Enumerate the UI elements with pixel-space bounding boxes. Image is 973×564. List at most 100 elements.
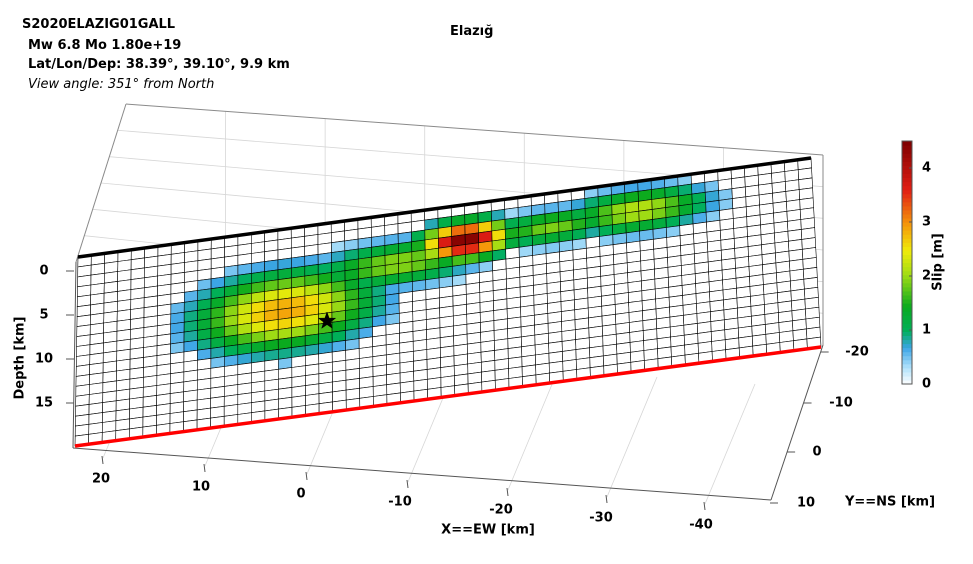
colorbar-frame — [901, 140, 913, 385]
grid-line — [606, 376, 658, 498]
x-tick-label: -20 — [489, 503, 513, 518]
colorbar-segment — [902, 141, 912, 146]
x-tick-mark — [203, 463, 206, 473]
colorbar-segment — [902, 258, 912, 264]
colorbar-segment — [902, 379, 912, 385]
colorbar-segment — [902, 250, 912, 255]
y-tick-label: -20 — [845, 345, 869, 360]
colorbar-segment — [902, 145, 912, 150]
x-axis-title: X==EW [km] — [441, 523, 535, 538]
colorbar-segment — [902, 343, 912, 349]
colorbar-segment — [902, 197, 912, 203]
colorbar-segment — [902, 294, 912, 300]
colorbar-segment — [902, 157, 912, 162]
colorbar-segment — [902, 367, 912, 373]
colorbar-segment — [902, 319, 912, 324]
colorbar-segment — [902, 327, 912, 332]
colorbar-segment — [902, 201, 912, 207]
colorbar-segment — [902, 161, 912, 166]
colorbar-segment — [902, 230, 912, 235]
x-tick-mark — [406, 479, 409, 489]
colorbar-segment — [902, 213, 912, 219]
colorbar-segment — [902, 266, 912, 272]
colorbar-segment — [902, 298, 912, 304]
colorbar-segment — [902, 339, 912, 345]
colorbar-segment — [902, 335, 912, 341]
y-tick-label: -10 — [829, 396, 853, 411]
colorbar-segment — [902, 153, 912, 158]
colorbar-segment — [902, 347, 912, 353]
fault-bottom-edge — [74, 345, 822, 448]
fault-top-edge — [77, 156, 812, 259]
colorbar-segment — [902, 246, 912, 251]
colorbar-segment — [902, 282, 912, 288]
z-tick-label: 15 — [35, 396, 53, 411]
z-tick-label: 0 — [39, 264, 48, 279]
colorbar-segment — [902, 359, 912, 365]
colorbar-tick-label: 4 — [922, 161, 931, 176]
z-axis-line — [72, 261, 77, 449]
colorbar-segment — [902, 355, 912, 361]
colorbar-segment — [902, 242, 912, 247]
colorbar-segment — [902, 311, 912, 316]
axis-edge — [75, 103, 127, 263]
colorbar-segment — [902, 209, 912, 215]
x-tick-mark — [703, 501, 706, 511]
grid-line — [704, 383, 756, 505]
colorbar-segment — [902, 254, 912, 260]
colorbar-segment — [902, 193, 912, 199]
colorbar-segment — [902, 189, 912, 195]
colorbar-segment — [902, 185, 912, 191]
colorbar-segment — [902, 169, 912, 174]
x-axis-line — [72, 447, 772, 501]
colorbar-segment — [902, 149, 912, 154]
colorbar-segment — [902, 331, 912, 336]
colorbar-segment — [902, 375, 912, 381]
y-tick-label: 0 — [812, 445, 821, 460]
colorbar-segment — [902, 217, 912, 223]
star-icon — [317, 311, 337, 329]
colorbar-segment — [902, 238, 912, 243]
colorbar-tick-label: 0 — [922, 377, 931, 392]
colorbar-segment — [902, 278, 912, 284]
x-tick-label: -30 — [589, 511, 613, 526]
magnitude-label: Mw 6.8 Mo 1.80e+19 — [28, 38, 182, 53]
x-tick-mark — [506, 487, 509, 497]
x-tick-label: -40 — [689, 518, 713, 533]
event-id-label: S2020ELAZIG01GALL — [22, 17, 176, 32]
colorbar-segment — [902, 262, 912, 268]
colorbar-segment — [902, 234, 912, 239]
plot-title: Elazığ — [450, 24, 494, 39]
location-label: Lat/Lon/Dep: 38.39°, 39.10°, 9.9 km — [28, 57, 290, 72]
colorbar-segment — [902, 177, 912, 183]
colorbar-segment — [902, 351, 912, 357]
colorbar-segment — [902, 274, 912, 280]
colorbar-tick-label: 1 — [922, 323, 931, 338]
x-tick-mark — [305, 471, 308, 481]
x-tick-label: 20 — [92, 472, 110, 487]
z-tick-label: 5 — [39, 308, 48, 323]
colorbar-segment — [902, 165, 912, 170]
colorbar-segment — [902, 270, 912, 276]
colorbar-segment — [902, 371, 912, 377]
colorbar-segment — [902, 205, 912, 211]
axis-edge — [125, 103, 824, 156]
x-tick-mark — [101, 455, 104, 465]
y-axis-title: Y==NS [km] — [844, 495, 935, 510]
x-tick-label: 10 — [192, 480, 210, 495]
colorbar-segment — [902, 222, 912, 227]
colorbar-segment — [902, 290, 912, 296]
y-axis-line — [770, 344, 824, 501]
x-tick-label: 0 — [296, 487, 305, 502]
colorbar-title: Slip [m] — [931, 233, 946, 291]
colorbar-tick-label: 2 — [922, 269, 931, 284]
y-tick-label: 10 — [797, 496, 815, 511]
z-tick-label: 10 — [35, 352, 53, 367]
view-angle-label: View angle: 351° from North — [28, 77, 215, 92]
colorbar-segment — [902, 363, 912, 369]
colorbar-segment — [902, 226, 912, 231]
z-axis-title: Depth [km] — [13, 317, 28, 400]
colorbar-segment — [902, 315, 912, 320]
colorbar-segment — [902, 181, 912, 187]
